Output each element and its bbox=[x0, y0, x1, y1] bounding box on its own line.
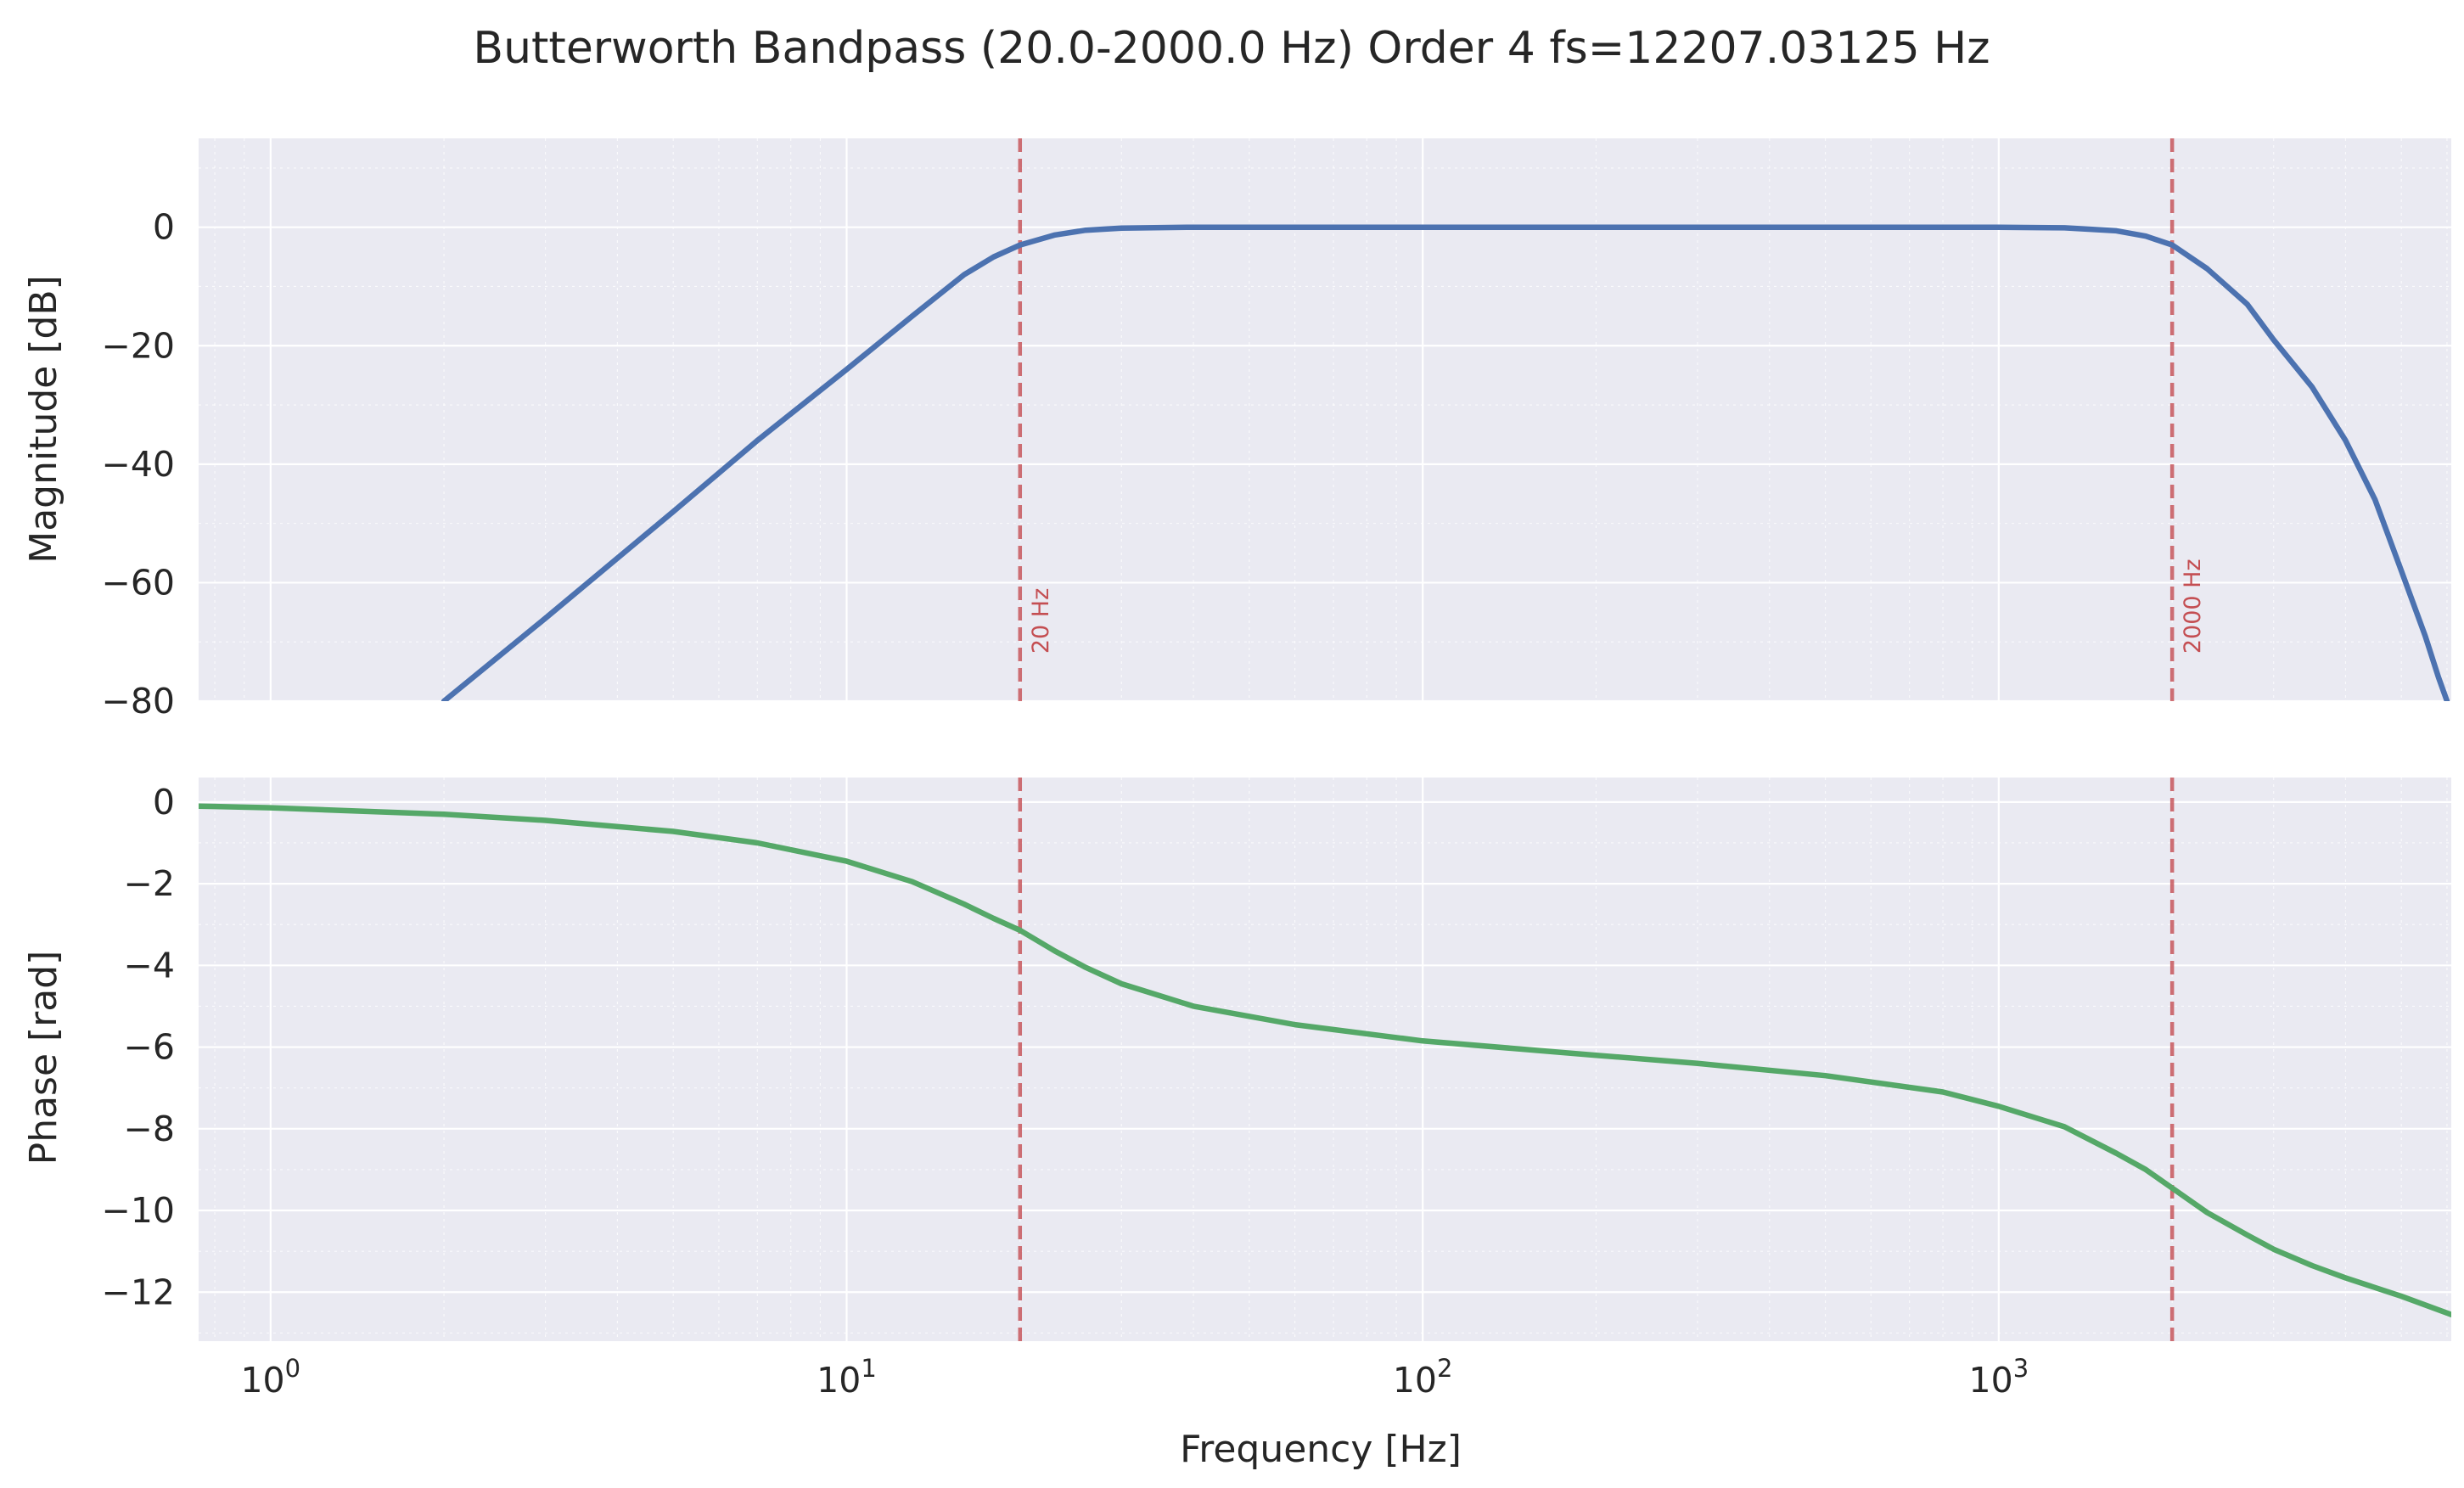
phase-y-tick-label: −10 bbox=[101, 1190, 175, 1231]
phase-y-tick-label: 0 bbox=[153, 782, 175, 823]
phase-y-tick-label: −2 bbox=[124, 863, 175, 904]
magnitude-y-tick-label: −20 bbox=[101, 325, 175, 366]
x-tick-label: 103 bbox=[1969, 1354, 2029, 1401]
magnitude-y-tick-label: −60 bbox=[101, 562, 175, 603]
cutoff-label: 2000 Hz bbox=[2180, 559, 2206, 654]
frequency-axis-label: Frequency [Hz] bbox=[1180, 1428, 1462, 1471]
cutoff-label: 20 Hz bbox=[1028, 588, 1054, 654]
phase-panel: 0 −2 −4 −6 −8 −10 −12 100 101 102 103 bbox=[101, 778, 2451, 1401]
phase-axis-label: Phase [rad] bbox=[22, 951, 65, 1165]
magnitude-series-line bbox=[441, 224, 2450, 701]
magnitude-y-tick-label: −40 bbox=[101, 444, 175, 485]
phase-plot-area bbox=[199, 778, 2451, 1341]
magnitude-panel: 0 −20 −40 −60 −80 20 Hz 2000 Hz bbox=[101, 138, 2451, 722]
x-tick-label: 101 bbox=[817, 1354, 877, 1401]
x-tick-label: 100 bbox=[240, 1354, 300, 1401]
phase-y-tick-label: −6 bbox=[124, 1027, 175, 1068]
chart-title: Butterworth Bandpass (20.0-2000.0 Hz) Or… bbox=[473, 23, 1990, 74]
phase-y-tick-label: −8 bbox=[124, 1109, 175, 1149]
magnitude-plot-area bbox=[199, 138, 2451, 701]
magnitude-y-tick-label: −80 bbox=[101, 681, 175, 722]
phase-y-tick-label: −12 bbox=[101, 1272, 175, 1312]
phase-series-line bbox=[199, 803, 2451, 1317]
phase-y-tick-label: −4 bbox=[124, 945, 175, 985]
magnitude-axis-label: Magnitude [dB] bbox=[22, 275, 65, 564]
magnitude-y-tick-label: 0 bbox=[153, 207, 175, 248]
x-tick-label: 102 bbox=[1393, 1354, 1453, 1401]
